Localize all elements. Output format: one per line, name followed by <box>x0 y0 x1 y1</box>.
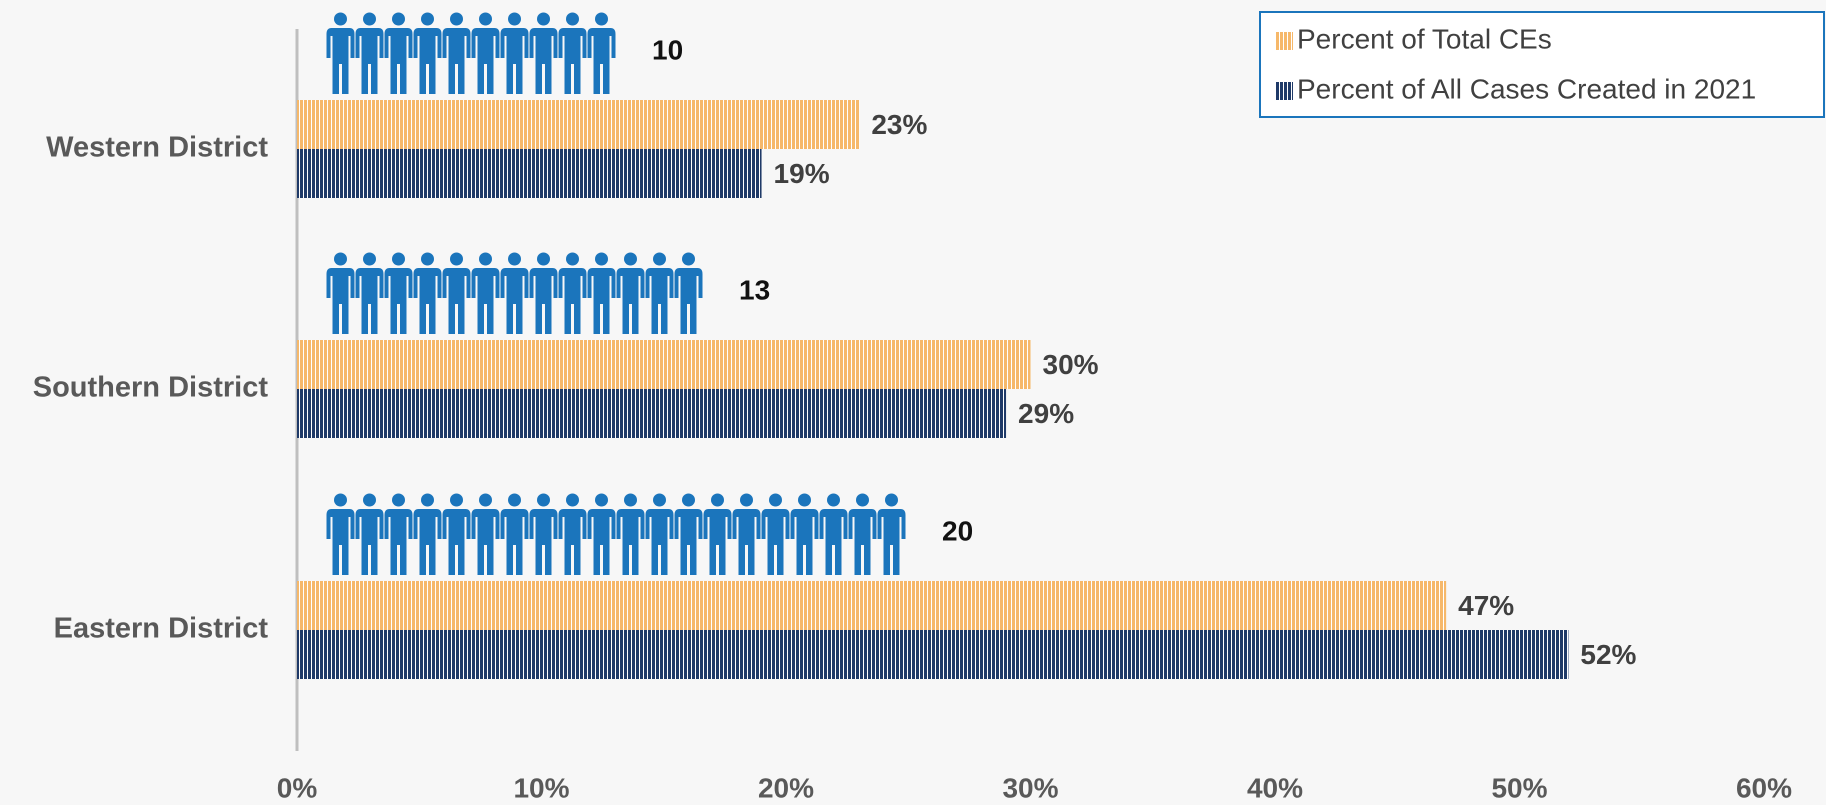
category-label: Eastern District <box>54 613 269 645</box>
person-icon <box>674 252 703 334</box>
x-tick-label: 10% <box>513 772 569 803</box>
person-icon <box>558 252 587 334</box>
bar <box>297 340 1031 389</box>
bar <box>297 100 860 149</box>
person-icon <box>616 493 645 575</box>
x-tick-label: 30% <box>1002 772 1058 803</box>
person-icon <box>645 493 674 575</box>
person-icon <box>442 493 471 575</box>
person-icon <box>703 493 732 575</box>
person-icon <box>558 493 587 575</box>
legend-swatch <box>1275 82 1293 100</box>
person-icon <box>558 12 587 94</box>
person-icon <box>384 493 413 575</box>
count-label: 13 <box>739 274 770 305</box>
person-icon <box>674 493 703 575</box>
person-icon <box>384 252 413 334</box>
person-icon <box>790 493 819 575</box>
person-icon <box>587 493 616 575</box>
person-icon <box>326 493 355 575</box>
legend-label: Percent of All Cases Created in 2021 <box>1297 73 1756 104</box>
people-icons <box>326 252 703 334</box>
person-icon <box>848 493 877 575</box>
person-icon <box>819 493 848 575</box>
person-icon <box>761 493 790 575</box>
person-icon <box>529 252 558 334</box>
person-icon <box>413 252 442 334</box>
value-label: 19% <box>774 158 830 189</box>
x-tick-label: 60% <box>1736 772 1792 803</box>
value-label: 52% <box>1580 639 1636 670</box>
count-label: 10 <box>652 34 683 65</box>
x-tick-label: 50% <box>1491 772 1547 803</box>
person-icon <box>355 12 384 94</box>
people-icons <box>326 493 906 575</box>
x-tick-label: 40% <box>1247 772 1303 803</box>
person-icon <box>616 252 645 334</box>
person-icon <box>529 12 558 94</box>
person-icon <box>384 12 413 94</box>
x-tick-label: 0% <box>277 772 318 803</box>
value-label: 23% <box>871 109 927 140</box>
person-icon <box>471 252 500 334</box>
person-icon <box>442 252 471 334</box>
person-icon <box>529 493 558 575</box>
legend-label: Percent of Total CEs <box>1297 23 1552 54</box>
person-icon <box>413 12 442 94</box>
person-icon <box>500 493 529 575</box>
person-icon <box>500 252 529 334</box>
bar <box>297 581 1447 630</box>
person-icon <box>413 493 442 575</box>
value-label: 30% <box>1043 349 1099 380</box>
person-icon <box>442 12 471 94</box>
person-icon <box>877 493 906 575</box>
bar <box>297 389 1007 438</box>
person-icon <box>645 252 674 334</box>
person-icon <box>355 493 384 575</box>
value-label: 47% <box>1458 590 1514 621</box>
person-icon <box>326 12 355 94</box>
value-label: 29% <box>1018 398 1074 429</box>
person-icon <box>587 252 616 334</box>
x-tick-label: 20% <box>758 772 814 803</box>
people-icons <box>326 12 616 94</box>
category-label: Southern District <box>33 372 269 404</box>
person-icon <box>355 252 384 334</box>
person-icon <box>471 493 500 575</box>
person-icon <box>326 252 355 334</box>
bar <box>297 630 1569 679</box>
legend-box <box>1259 11 1825 118</box>
person-icon <box>471 12 500 94</box>
category-label: Western District <box>46 132 268 164</box>
bar <box>297 149 762 198</box>
person-icon <box>732 493 761 575</box>
person-icon <box>500 12 529 94</box>
legend-swatch <box>1275 32 1293 50</box>
person-icon <box>587 12 616 94</box>
count-label: 20 <box>942 515 973 546</box>
